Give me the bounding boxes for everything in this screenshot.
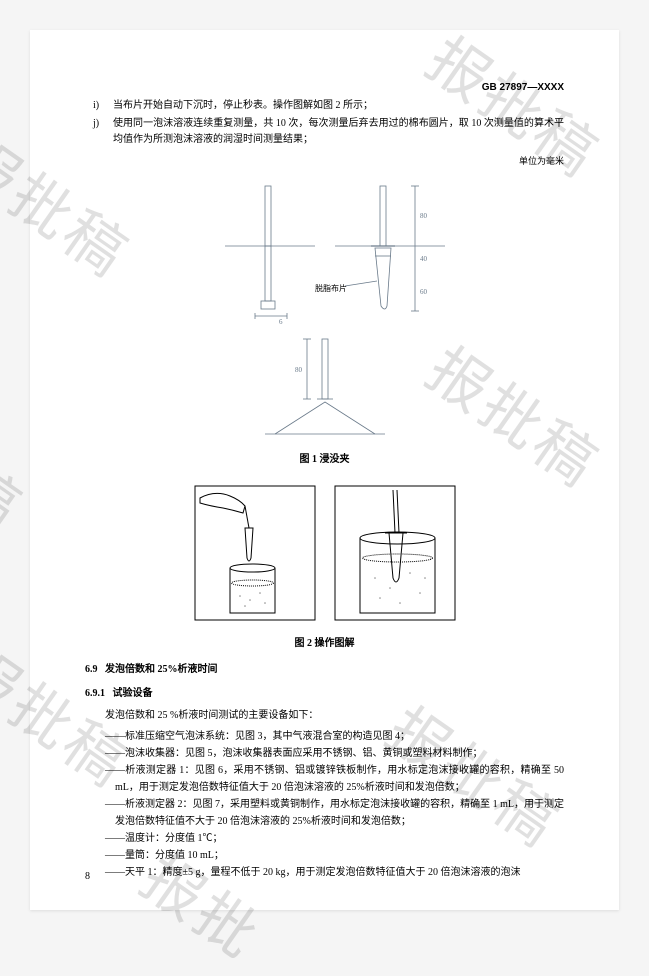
figure-2 (85, 478, 564, 628)
dash-item: ——标准压缩空气泡沫系统：见图 3，其中气液混合室的构造见图 4； (95, 728, 564, 745)
dash-item: ——天平 1：精度±5 g，量程不低于 20 kg，用于测定发泡倍数特征值大于 … (95, 864, 564, 881)
sub-heading: 6.9.1 试验设备 (85, 686, 564, 702)
dash-item: ——析液测定器 2：见图 7，采用塑料或黄铜制作，用水标定泡沫接收罐的容积，精确… (95, 796, 564, 830)
intro-text: 发泡倍数和 25 %析液时间测试的主要设备如下： (85, 708, 564, 724)
section-heading: 6.9 发泡倍数和 25%析液时间 (85, 662, 564, 678)
fig1-caption: 图 1 浸没夹 (85, 452, 564, 468)
svg-text:80: 80 (295, 366, 303, 374)
svg-text:60: 60 (420, 288, 428, 296)
header-code: GB 27897—XXXX (482, 80, 564, 96)
dash-item: ——泡沫收集器：见图 5，泡沫收集器表面应采用不锈钢、铝、黄铜或塑料材料制作； (95, 745, 564, 762)
section-num: 6.9 (85, 664, 98, 675)
figure-1-bottom: 80 (85, 334, 564, 444)
list-item: i) 当布片开始自动下沉时，停止秒表。操作图解如图 2 所示； (85, 98, 564, 114)
fig1-top-svg: 6 80 40 60 脱脂布片 (195, 176, 455, 326)
unit-label: 单位为毫米 (85, 154, 564, 168)
fig2-caption: 图 2 操作图解 (85, 636, 564, 652)
list-marker: j) (85, 116, 113, 148)
svg-text:80: 80 (420, 212, 428, 220)
fig1-bottom-svg: 80 (245, 334, 405, 444)
document-page: GB 27897—XXXX i) 当布片开始自动下沉时，停止秒表。操作图解如图 … (30, 30, 619, 910)
figure-1-top: 6 80 40 60 脱脂布片 (85, 176, 564, 326)
svg-text:6: 6 (279, 318, 283, 326)
svg-text:40: 40 (420, 255, 428, 263)
sub-num: 6.9.1 (85, 688, 105, 699)
page-number: 8 (85, 869, 90, 885)
dash-item: ——析液测定器 1：见图 6，采用不锈钢、铝或镀锌铁板制作，用水标定泡沫接收罐的… (95, 762, 564, 796)
dash-item: ——量筒：分度值 10 mL； (95, 847, 564, 864)
dash-item: ——温度计：分度值 1℃； (95, 830, 564, 847)
list-text: 当布片开始自动下沉时，停止秒表。操作图解如图 2 所示； (113, 98, 564, 114)
list-text: 使用同一泡沫溶液连续重复测量，共 10 次，每次测量后弃去用过的棉布圆片，取 1… (113, 116, 564, 148)
list-item: j) 使用同一泡沫溶液连续重复测量，共 10 次，每次测量后弃去用过的棉布圆片，… (85, 116, 564, 148)
list-marker: i) (85, 98, 113, 114)
sub-title: 试验设备 (113, 688, 153, 699)
fig2-svg (185, 478, 465, 628)
section-title: 发泡倍数和 25%析液时间 (105, 664, 218, 675)
svg-text:脱脂布片: 脱脂布片 (315, 283, 347, 293)
